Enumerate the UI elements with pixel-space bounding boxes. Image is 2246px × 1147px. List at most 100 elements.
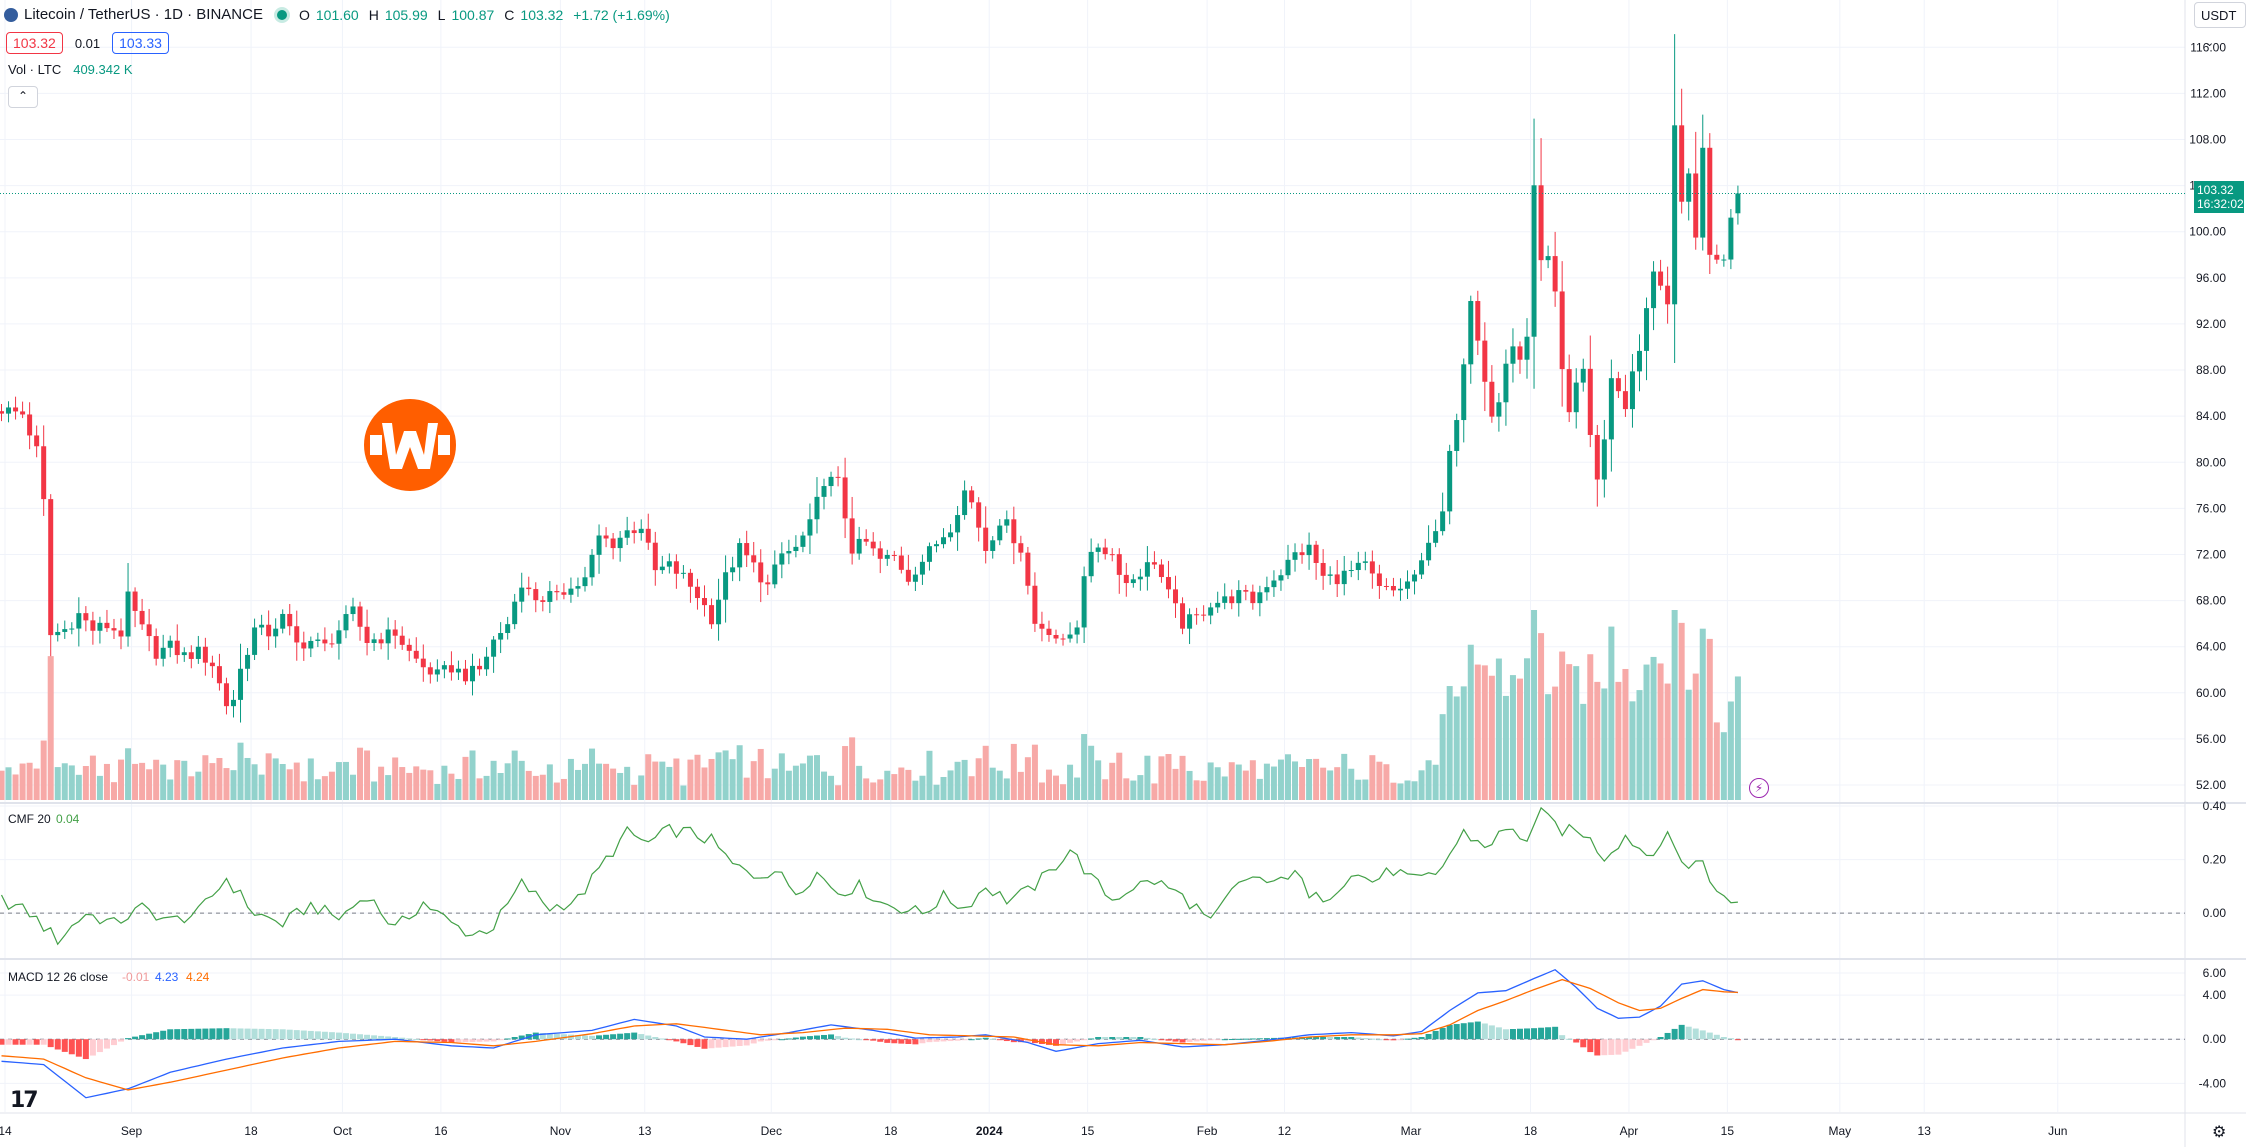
currency-select[interactable]: USDT ⌄ xyxy=(2194,2,2246,49)
volume-bar xyxy=(638,775,645,800)
candle-body xyxy=(118,630,124,637)
macd-histogram-bar xyxy=(610,1034,617,1040)
volume-bar xyxy=(1313,758,1320,800)
candle-body xyxy=(1348,570,1354,572)
volume-bar xyxy=(596,763,603,800)
candle-body xyxy=(821,486,827,497)
lightning-icon[interactable]: ⚡ xyxy=(1749,778,1769,798)
macd-histogram-bar xyxy=(476,1039,483,1042)
macd-histogram-bar xyxy=(603,1034,610,1040)
candle-body xyxy=(1144,562,1150,577)
volume-bar xyxy=(1158,756,1165,800)
candle-body xyxy=(596,535,602,555)
macd-histogram-bar xyxy=(560,1034,567,1040)
market-status-icon xyxy=(276,9,287,20)
macd-histogram-bar xyxy=(1432,1030,1439,1040)
candle-body xyxy=(1503,363,1509,403)
broker-logo-mark xyxy=(438,435,450,455)
candle-body xyxy=(188,652,194,659)
time-axis-label: May xyxy=(1829,1124,1852,1138)
price-axis-label: 88.00 xyxy=(2196,363,2226,377)
volume-bar xyxy=(1524,658,1531,800)
volume-bar xyxy=(813,755,820,800)
candle-body xyxy=(139,610,145,625)
macd-histogram-bar xyxy=(1664,1032,1671,1040)
volume-bar xyxy=(350,774,356,800)
macd-histogram-bar xyxy=(884,1039,891,1043)
volume-bar xyxy=(1713,722,1720,800)
volume-bar xyxy=(1165,754,1172,800)
price-axis-label: 96.00 xyxy=(2196,271,2226,285)
volume-bar xyxy=(328,771,335,800)
price-axis-label: 112.00 xyxy=(2190,86,2226,100)
time-axis-label: Oct xyxy=(333,1124,352,1138)
candle-body xyxy=(948,532,954,538)
candle-body xyxy=(554,591,560,593)
volume-bar xyxy=(420,769,427,800)
macd-histogram-bar xyxy=(828,1034,835,1040)
volume-bar xyxy=(1151,783,1158,800)
volume-bar xyxy=(680,785,687,800)
candle-body xyxy=(505,624,511,634)
candle-body xyxy=(491,639,497,657)
candle-body xyxy=(997,525,1003,541)
volume-bar xyxy=(750,761,757,800)
macd-histogram-bar xyxy=(378,1035,385,1040)
candle-body xyxy=(814,496,820,520)
macd-histogram-bar xyxy=(1158,1039,1165,1041)
collapse-legend-button[interactable]: ⌃ xyxy=(8,86,38,108)
bar-countdown: 16:32:02 xyxy=(2197,197,2244,211)
macd-histogram-bar xyxy=(1531,1028,1538,1040)
macd-histogram-bar xyxy=(357,1034,364,1040)
volume-bar xyxy=(652,761,659,800)
volume-bar xyxy=(856,765,863,800)
macd-histogram-bar xyxy=(307,1030,314,1040)
volume-bar xyxy=(1418,770,1425,800)
time-axis-label: 13 xyxy=(638,1124,652,1138)
candle-body xyxy=(1601,439,1607,480)
volume-bar xyxy=(1348,768,1355,800)
candle-body xyxy=(1257,592,1263,604)
candle-body xyxy=(1067,634,1073,639)
volume-bar xyxy=(1376,761,1383,800)
symbol-title[interactable]: Litecoin / TetherUS · 1D · BINANCE xyxy=(24,6,263,23)
macd-histogram-bar xyxy=(160,1030,167,1040)
macd-histogram-bar xyxy=(701,1039,708,1049)
macd-histogram-bar xyxy=(1397,1039,1404,1041)
candle-body xyxy=(48,499,54,636)
volume-legend[interactable]: Vol · LTC 409.342 K xyxy=(8,62,133,77)
candle-body xyxy=(1025,552,1031,586)
volume-bar xyxy=(216,757,223,800)
candle-body xyxy=(1587,368,1593,435)
candle-body xyxy=(1573,382,1579,413)
candle-body xyxy=(1447,450,1453,512)
buy-button[interactable]: 103.33 xyxy=(112,32,169,54)
volume-bar xyxy=(1109,762,1116,800)
sell-button[interactable]: 103.32 xyxy=(6,32,63,54)
macd-histogram-bar xyxy=(947,1039,954,1042)
volume-bar xyxy=(1045,769,1052,800)
macd-histogram-bar xyxy=(624,1033,631,1040)
volume-bar xyxy=(764,778,771,800)
candle-body xyxy=(462,668,468,682)
gear-icon[interactable]: ⚙ xyxy=(2212,1124,2227,1141)
candle-body xyxy=(455,668,461,673)
candle-body xyxy=(582,577,588,587)
volume-bar xyxy=(244,757,251,800)
macd-histogram-bar xyxy=(989,1038,996,1040)
macd-histogram-bar xyxy=(863,1039,870,1041)
candle-body xyxy=(1165,577,1171,590)
macd-histogram-bar xyxy=(1200,1039,1207,1041)
time-axis-label: Jun xyxy=(2048,1124,2067,1138)
volume-bar xyxy=(1685,689,1692,800)
last-price-badge: 103.32 16:32:02 xyxy=(2194,181,2244,213)
price-axis-label: 80.00 xyxy=(2196,455,2226,469)
candle-body xyxy=(392,629,398,636)
volume-bar xyxy=(1425,760,1432,800)
volume-bar xyxy=(1320,767,1327,800)
macd-histogram-bar xyxy=(1587,1039,1594,1053)
candle-body xyxy=(484,656,490,670)
candle-body xyxy=(870,541,876,549)
tradingview-logo[interactable]: 17 xyxy=(10,1088,39,1113)
